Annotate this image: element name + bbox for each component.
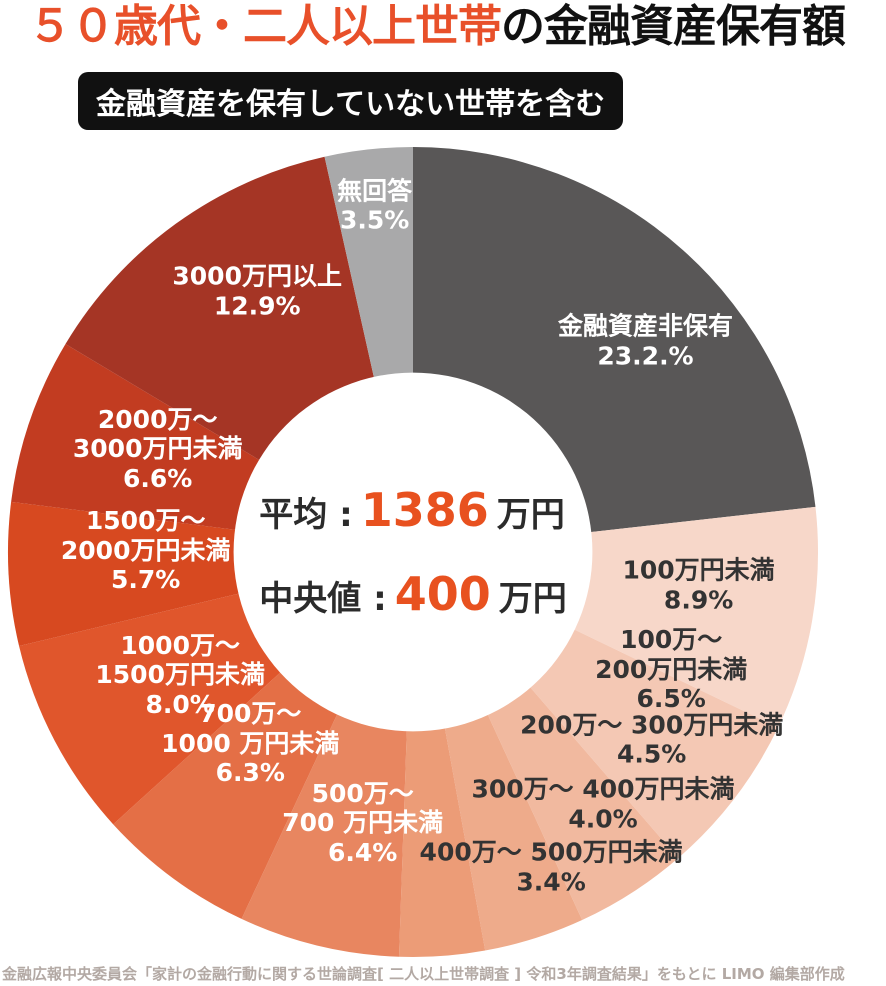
slice-label-line: 1000 万円未満	[161, 728, 340, 758]
slice-percent: 3.5%	[340, 205, 410, 235]
slice-label-line: 500万〜	[311, 778, 414, 808]
average-unit: 万円	[496, 495, 565, 535]
slice-label-line: 3000万円未満	[72, 434, 243, 464]
slice-percent: 3.4%	[516, 867, 586, 897]
donut-hole	[233, 372, 593, 732]
slice-percent: 8.0%	[145, 689, 215, 719]
slice-label: 金融資産非保有 23.2.%	[558, 312, 733, 371]
median-label: 中央値 :	[259, 579, 387, 619]
slice-label-line: 700 万円未満	[282, 808, 444, 838]
slice-percent: 6.4%	[328, 837, 398, 867]
slice-label-line: 1000万〜	[120, 630, 240, 660]
slice-label-line: 400万〜 500万円未満	[419, 837, 683, 867]
slice-label: 1000万〜 1500万円未満 8.0%	[95, 631, 265, 720]
median-row: 中央値 : 400 万円	[259, 567, 566, 621]
page-title: ５０歳代・二人以上世帯の金融資産保有額	[28, 1, 846, 53]
slice-label: 100万円未満 8.9%	[623, 556, 775, 615]
slice-label-line: 1500万円未満	[95, 660, 265, 690]
pie-slice	[7, 501, 413, 647]
slice-label: 3000万円以上 12.9%	[172, 262, 342, 321]
slice-label-line: 無回答	[337, 176, 413, 206]
slice-label-line: 1500万〜	[85, 506, 206, 536]
slice-percent: 6.6%	[123, 463, 193, 493]
slice-percent: 8.9%	[663, 585, 734, 615]
source-credit: 金融広報中央委員会「家計の金融行動に関する世論調査[ 二人以上世帯調査 ] 令和…	[2, 965, 845, 983]
slice-label-line: 100万〜	[620, 624, 723, 654]
average-row: 平均 : 1386 万円	[259, 483, 564, 537]
slice-label-line: 3000万円以上	[172, 261, 342, 291]
slice-percent: 12.9%	[213, 291, 301, 321]
slice-percent: 4.5%	[617, 739, 687, 769]
title-rest: の金融資産保有額	[501, 1, 846, 52]
slice-percent: 6.3%	[215, 757, 285, 787]
slice-label: 500万〜 700 万円未満 6.4%	[282, 779, 443, 868]
slice-label: 無回答 3.5%	[337, 176, 412, 235]
slice-label: 1500万〜 2000万円未満 5.7%	[61, 506, 231, 595]
slice-label: 400万〜 500万円未満 3.4%	[420, 838, 683, 897]
median-value: 400	[394, 567, 491, 621]
slice-label-line: 200万〜 300万円未満	[520, 710, 784, 740]
center-summary: 平均 : 1386 万円 中央値 : 400 万円	[259, 483, 566, 621]
slice-label-line: 2000万〜	[97, 404, 218, 434]
slice-percent: 23.2.%	[597, 341, 694, 371]
slice-label: 100万〜 200万円未満 6.5%	[595, 625, 747, 714]
slice-label: 200万〜 300万円未満 4.5%	[520, 710, 783, 769]
slice-label: 300万〜 400万円未満 4.0%	[471, 775, 734, 834]
average-label: 平均 :	[259, 495, 353, 535]
slice-percent: 5.7%	[111, 565, 181, 595]
title-highlight: ５０歳代・二人以上世帯	[28, 1, 502, 52]
slice-label-line: 200万円未満	[595, 654, 748, 684]
subtitle-badge: 金融資産を保有していない世帯を含む	[78, 72, 624, 130]
slice-label-line: 100万円未満	[622, 555, 775, 585]
slice-percent: 4.0%	[568, 804, 638, 834]
slice-label-line: 700万〜	[199, 698, 302, 728]
slice-label-line: 金融資産非保有	[557, 311, 734, 341]
slice-label-line: 300万〜 400万円未満	[471, 774, 735, 804]
slice-label: 700万〜 1000 万円未満 6.3%	[161, 699, 339, 788]
average-value: 1386	[360, 483, 489, 537]
median-unit: 万円	[498, 579, 567, 619]
slice-percent: 6.5%	[636, 683, 706, 713]
slice-label: 2000万〜 3000万円未満 6.6%	[73, 405, 243, 494]
slice-label-line: 2000万円未満	[60, 535, 231, 565]
